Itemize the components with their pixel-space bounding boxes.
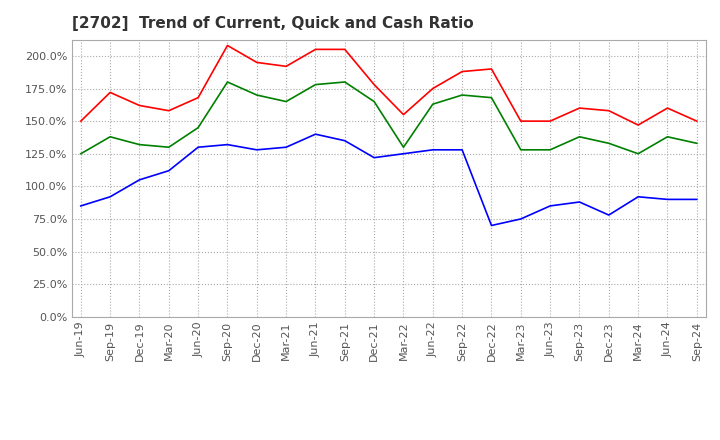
Cash Ratio	[76, 203, 85, 209]
Quick Ratio	[605, 141, 613, 146]
Cash Ratio	[370, 155, 379, 160]
Current Ratio	[546, 118, 554, 124]
Cash Ratio	[106, 194, 114, 199]
Quick Ratio	[341, 79, 349, 84]
Line: Quick Ratio: Quick Ratio	[81, 82, 697, 154]
Current Ratio	[605, 108, 613, 114]
Cash Ratio	[458, 147, 467, 153]
Quick Ratio	[487, 95, 496, 100]
Cash Ratio	[399, 151, 408, 156]
Current Ratio	[663, 106, 672, 111]
Cash Ratio	[546, 203, 554, 209]
Current Ratio	[76, 118, 85, 124]
Current Ratio	[194, 95, 202, 100]
Quick Ratio	[634, 151, 642, 156]
Current Ratio	[223, 43, 232, 48]
Cash Ratio	[575, 199, 584, 205]
Cash Ratio	[516, 216, 525, 222]
Line: Cash Ratio: Cash Ratio	[81, 134, 697, 225]
Current Ratio	[370, 82, 379, 87]
Quick Ratio	[311, 82, 320, 87]
Quick Ratio	[223, 79, 232, 84]
Quick Ratio	[575, 134, 584, 139]
Quick Ratio	[546, 147, 554, 153]
Cash Ratio	[194, 145, 202, 150]
Cash Ratio	[663, 197, 672, 202]
Current Ratio	[634, 122, 642, 128]
Quick Ratio	[663, 134, 672, 139]
Current Ratio	[575, 106, 584, 111]
Quick Ratio	[164, 145, 173, 150]
Quick Ratio	[194, 125, 202, 130]
Current Ratio	[428, 86, 437, 91]
Quick Ratio	[516, 147, 525, 153]
Current Ratio	[135, 103, 144, 108]
Line: Current Ratio: Current Ratio	[81, 45, 697, 125]
Quick Ratio	[135, 142, 144, 147]
Quick Ratio	[253, 92, 261, 98]
Cash Ratio	[253, 147, 261, 153]
Current Ratio	[487, 66, 496, 72]
Cash Ratio	[282, 145, 290, 150]
Cash Ratio	[428, 147, 437, 153]
Current Ratio	[458, 69, 467, 74]
Cash Ratio	[605, 213, 613, 218]
Cash Ratio	[341, 138, 349, 143]
Cash Ratio	[311, 132, 320, 137]
Current Ratio	[341, 47, 349, 52]
Quick Ratio	[282, 99, 290, 104]
Quick Ratio	[458, 92, 467, 98]
Current Ratio	[516, 118, 525, 124]
Current Ratio	[282, 64, 290, 69]
Cash Ratio	[223, 142, 232, 147]
Current Ratio	[693, 118, 701, 124]
Current Ratio	[164, 108, 173, 114]
Current Ratio	[399, 112, 408, 117]
Quick Ratio	[399, 145, 408, 150]
Cash Ratio	[135, 177, 144, 183]
Quick Ratio	[693, 141, 701, 146]
Cash Ratio	[487, 223, 496, 228]
Cash Ratio	[693, 197, 701, 202]
Quick Ratio	[76, 151, 85, 156]
Current Ratio	[106, 90, 114, 95]
Cash Ratio	[634, 194, 642, 199]
Current Ratio	[253, 60, 261, 65]
Quick Ratio	[428, 102, 437, 107]
Quick Ratio	[106, 134, 114, 139]
Quick Ratio	[370, 99, 379, 104]
Current Ratio	[311, 47, 320, 52]
Cash Ratio	[164, 168, 173, 173]
Text: [2702]  Trend of Current, Quick and Cash Ratio: [2702] Trend of Current, Quick and Cash …	[72, 16, 474, 32]
